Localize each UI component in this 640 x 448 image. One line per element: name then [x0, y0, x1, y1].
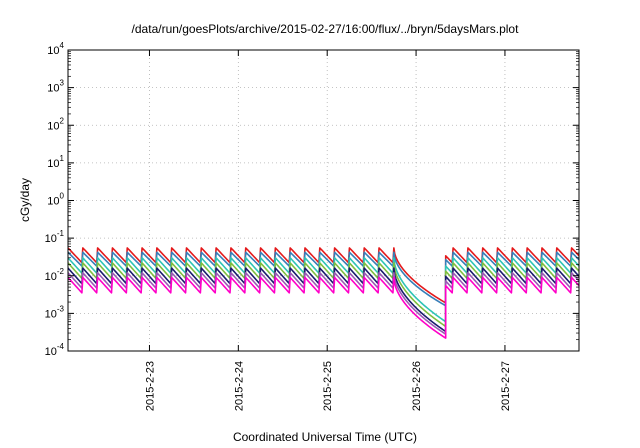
y-tick-label: 101 [47, 154, 64, 170]
x-tick-label: 2015-2-23 [144, 361, 156, 411]
series-line-4 [67, 262, 580, 328]
series-line-6 [67, 271, 580, 335]
y-tick-label: 10-3 [45, 304, 65, 320]
y-tick-label: 10-2 [45, 267, 65, 283]
y-axis: 10-4 10-3 10-2 10-1 100 101 102 103 104 [45, 41, 579, 358]
chart-title: /data/run/goesPlots/archive/2015-02-27/1… [132, 22, 520, 36]
y-tick-label: 104 [47, 41, 64, 57]
series-line-7 [67, 276, 580, 339]
y-tick-label: 103 [47, 79, 64, 95]
x-tick-label: 2015-2-24 [233, 361, 245, 411]
series-line-2 [67, 251, 580, 307]
x-tick-label: 2015-2-25 [322, 361, 334, 411]
y-axis-label: cGy/day [18, 178, 32, 222]
y-tick-label: 102 [47, 116, 64, 132]
series-group [67, 247, 580, 339]
series-line-3 [67, 256, 580, 323]
x-axis-label: Coordinated Universal Time (UTC) [233, 430, 417, 444]
series-line-1 [67, 247, 580, 304]
y-tick-label: 10-4 [45, 342, 65, 358]
grid [68, 50, 579, 351]
x-tick-label: 2015-2-27 [500, 361, 512, 411]
series-line-5 [67, 267, 580, 333]
x-axis: 2015-2-23 2015-2-24 2015-2-25 2015-2-26 2015… [144, 50, 512, 411]
y-tick-label: 10-1 [45, 229, 65, 245]
y-tick-label: 100 [47, 192, 64, 208]
x-tick-label: 2015-2-26 [411, 361, 423, 411]
